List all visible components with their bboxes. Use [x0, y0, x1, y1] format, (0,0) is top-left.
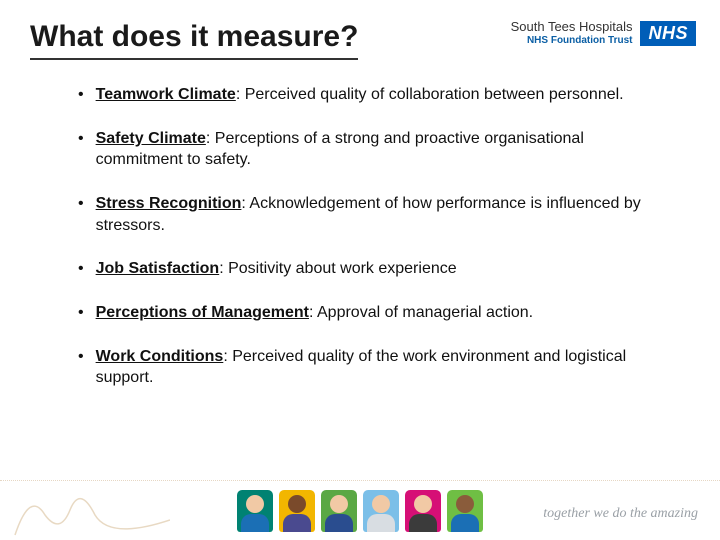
bullet-icon: •	[78, 85, 84, 106]
avatar-icon	[405, 490, 441, 532]
trust-name: South Tees Hospitals NHS Foundation Trus…	[511, 20, 633, 46]
avatars-row	[237, 490, 483, 532]
list-item: • Safety Climate: Perceptions of a stron…	[78, 128, 642, 171]
bullet-icon: •	[78, 194, 84, 215]
bullet-icon: •	[78, 259, 84, 280]
footer: together we do the amazing	[0, 480, 720, 540]
trust-line1: South Tees Hospitals	[511, 20, 633, 35]
list-item: • Stress Recognition: Acknowledgement of…	[78, 193, 642, 236]
avatar-icon	[363, 490, 399, 532]
list-item: • Job Satisfaction: Positivity about wor…	[78, 258, 642, 280]
item-text: Job Satisfaction: Positivity about work …	[96, 258, 457, 280]
item-text: Safety Climate: Perceptions of a strong …	[96, 128, 642, 171]
tagline: together we do the amazing	[543, 506, 698, 522]
page-title: What does it measure?	[30, 20, 358, 60]
avatar-icon	[447, 490, 483, 532]
nhs-logo: NHS	[640, 21, 696, 46]
avatar-icon	[237, 490, 273, 532]
bullet-list: • Teamwork Climate: Perceived quality of…	[0, 66, 720, 389]
list-item: • Perceptions of Management: Approval of…	[78, 302, 642, 324]
list-item: • Work Conditions: Perceived quality of …	[78, 346, 642, 389]
branding: South Tees Hospitals NHS Foundation Trus…	[511, 20, 696, 46]
item-text: Teamwork Climate: Perceived quality of c…	[96, 84, 624, 106]
item-text: Perceptions of Management: Approval of m…	[96, 302, 534, 324]
item-text: Stress Recognition: Acknowledgement of h…	[96, 193, 642, 236]
bullet-icon: •	[78, 303, 84, 324]
item-text: Work Conditions: Perceived quality of th…	[96, 346, 642, 389]
avatar-icon	[279, 490, 315, 532]
bullet-icon: •	[78, 129, 84, 150]
header: What does it measure? South Tees Hospita…	[0, 0, 720, 66]
trust-line2: NHS Foundation Trust	[511, 35, 633, 47]
squiggle-decoration	[10, 480, 170, 540]
bullet-icon: •	[78, 347, 84, 368]
list-item: • Teamwork Climate: Perceived quality of…	[78, 84, 642, 106]
avatar-icon	[321, 490, 357, 532]
